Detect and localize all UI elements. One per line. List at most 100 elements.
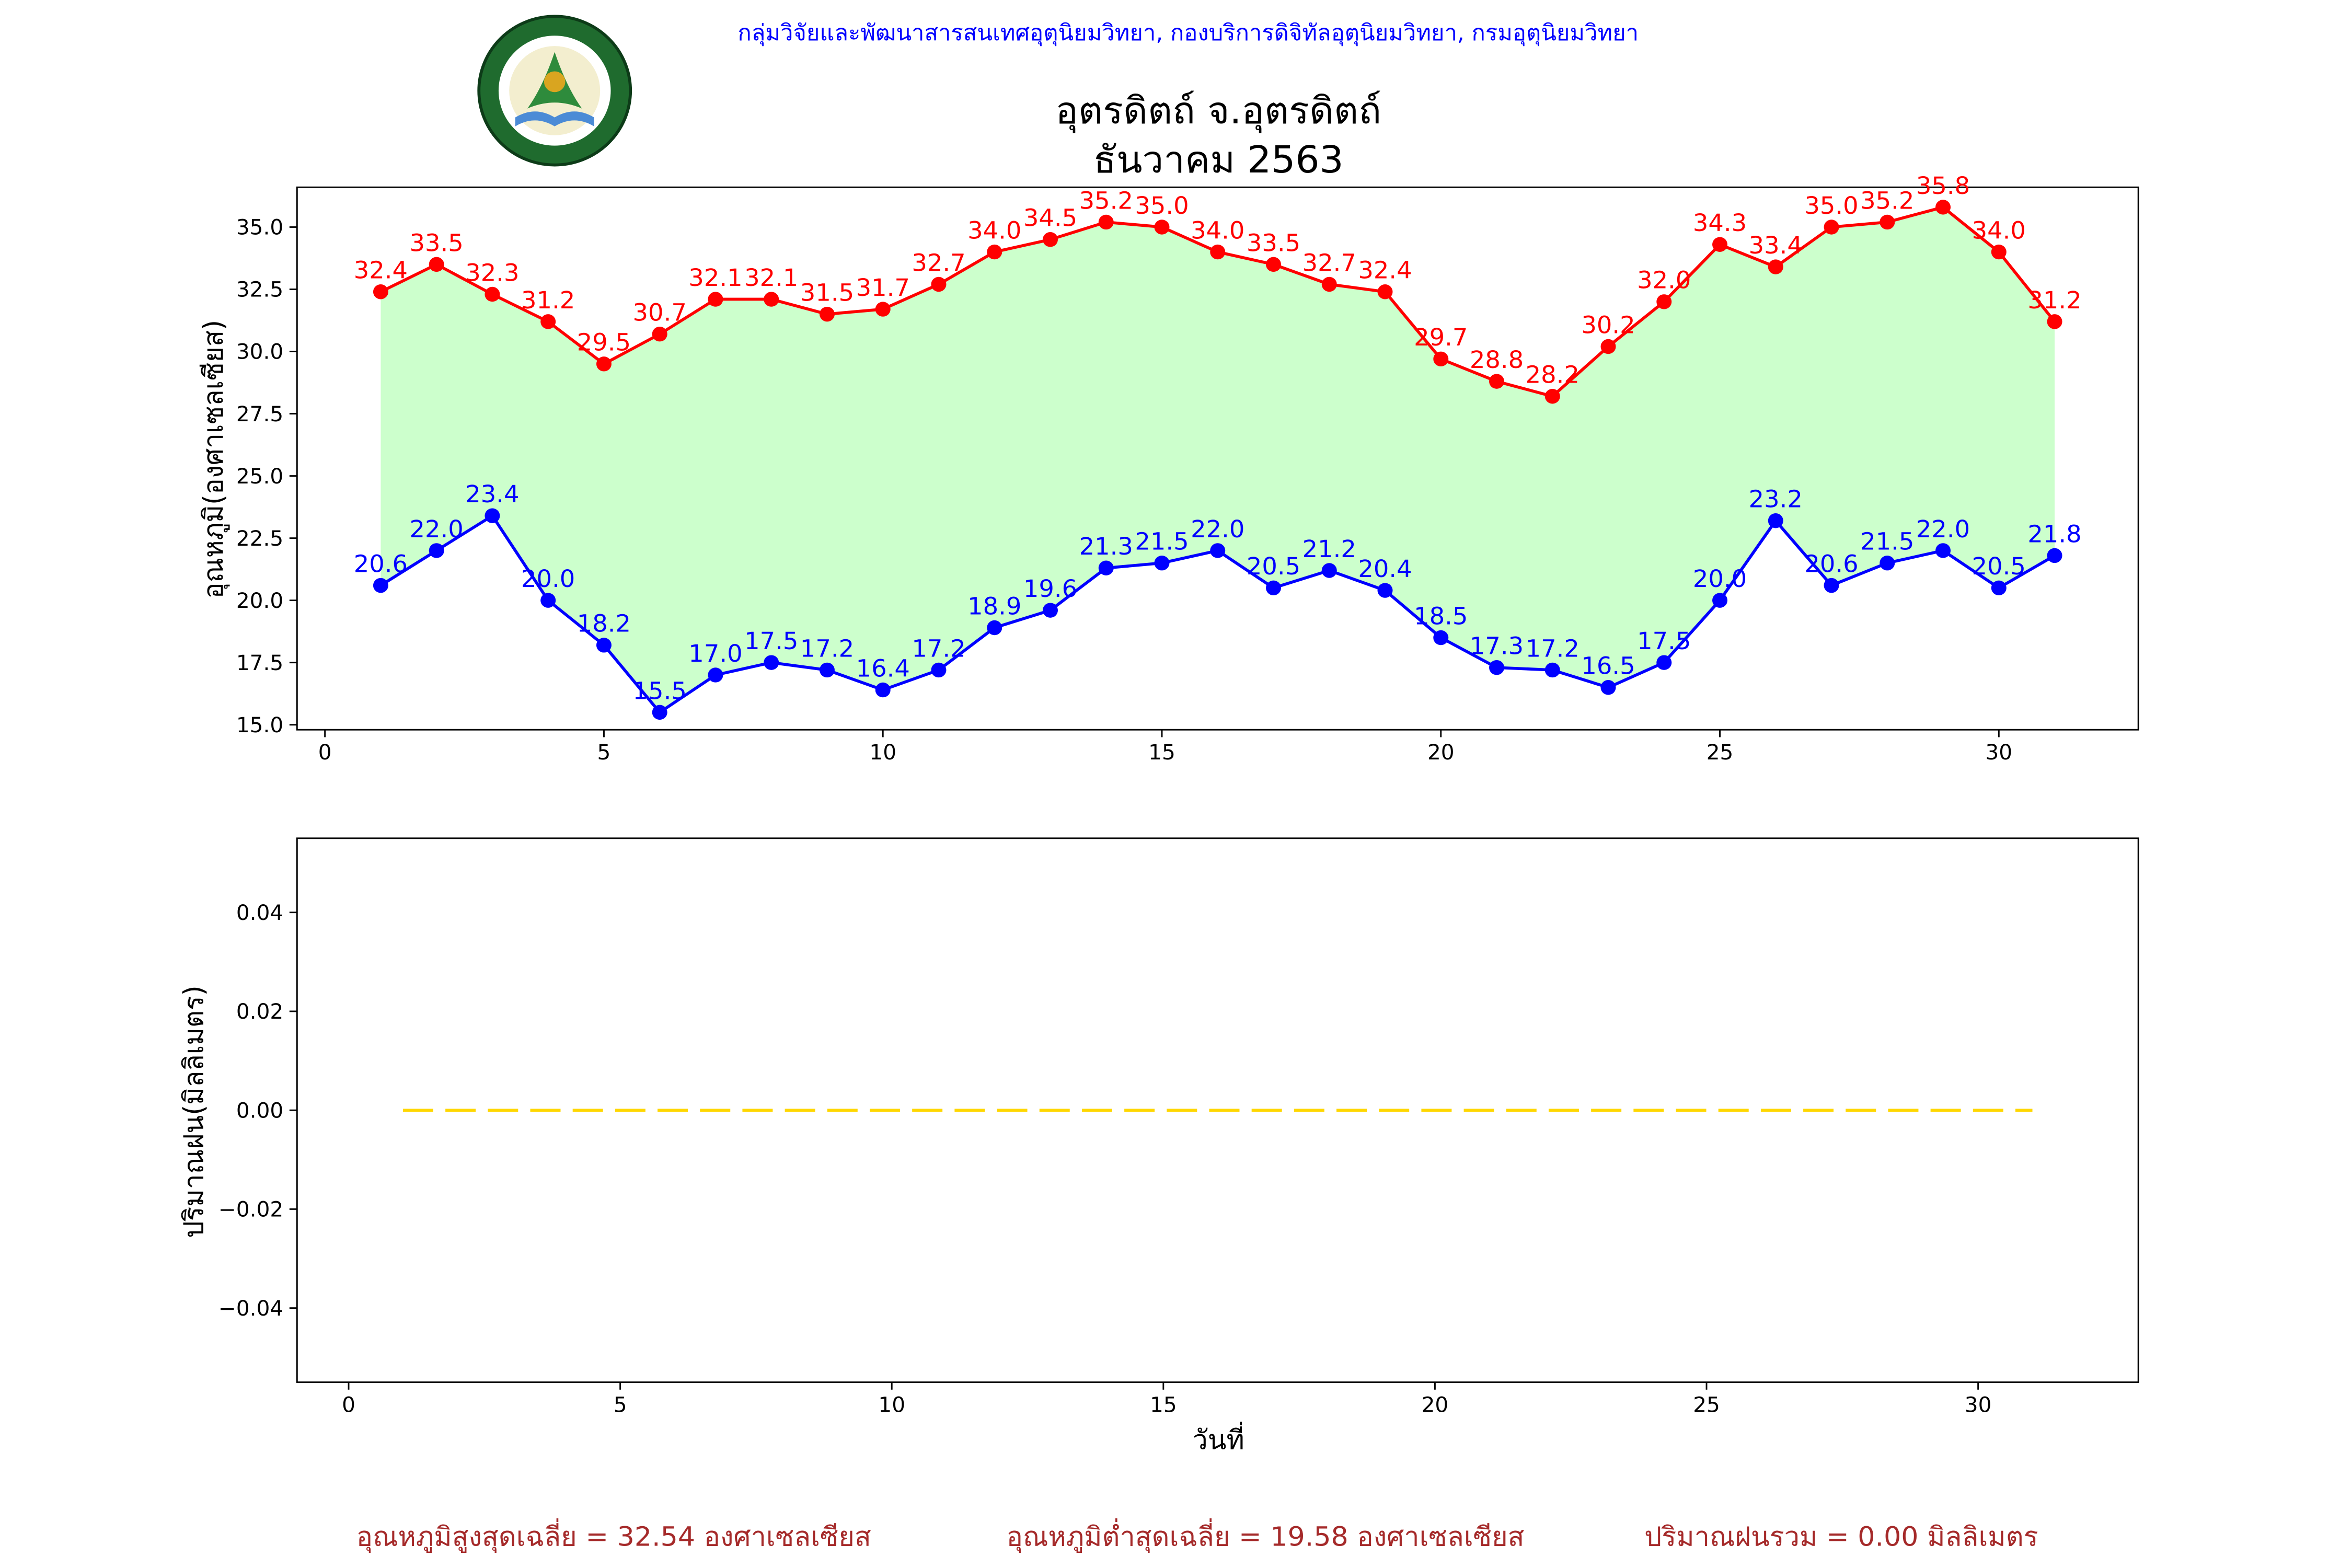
max-temperature-point xyxy=(1210,244,1226,260)
temperature-range-fill xyxy=(381,207,2055,712)
min-temperature-data-label: 21.5 xyxy=(1860,527,1914,555)
min-temperature-data-label: 21.5 xyxy=(1135,527,1189,555)
rainfall-x-tick-label: 10 xyxy=(878,1393,905,1417)
min-temperature-data-label: 17.5 xyxy=(1637,627,1691,654)
temperature-x-tick-label: 15 xyxy=(1148,741,1175,765)
min-temperature-data-label: 18.9 xyxy=(967,592,1021,620)
max-temperature-data-label: 35.2 xyxy=(1079,187,1133,214)
temperature-plot-frame xyxy=(296,186,2139,731)
min-temperature-data-label: 18.2 xyxy=(577,609,631,637)
min-temperature-point xyxy=(1154,555,1170,571)
min-temperature-data-label: 20.0 xyxy=(521,564,575,592)
min-temperature-point xyxy=(1210,543,1226,558)
max-temperature-point xyxy=(1321,276,1337,292)
min-temperature-point xyxy=(931,662,947,678)
rainfall-x-tick-label: 5 xyxy=(614,1393,627,1417)
min-temperature-data-label: 23.4 xyxy=(465,480,519,508)
max-temperature-point xyxy=(764,292,779,307)
min-temperature-point xyxy=(1600,680,1616,695)
min-temperature-data-label: 20.5 xyxy=(1972,552,2026,580)
min-temperature-point xyxy=(987,620,1002,636)
min-temperature-data-label: 15.5 xyxy=(633,677,687,705)
average-min-temperature: อุณหภูมิต่ำสุดเฉลี่ย = 19.58 องศาเซลเซีย… xyxy=(1007,1518,1525,1553)
temperature-y-tick-label: 17.5 xyxy=(236,651,283,675)
min-temperature-point xyxy=(1098,560,1114,575)
min-temperature-point xyxy=(708,667,723,683)
max-temperature-point xyxy=(1098,214,1114,230)
min-temperature-data-label: 20.6 xyxy=(354,550,408,578)
min-temperature-point xyxy=(1042,603,1058,618)
min-temperature-point xyxy=(485,508,500,523)
min-temperature-data-label: 17.0 xyxy=(688,639,742,667)
max-temperature-data-label: 34.3 xyxy=(1693,209,1747,237)
max-temperature-point xyxy=(1266,257,1281,272)
min-temperature-data-label: 16.5 xyxy=(1581,652,1635,679)
temperature-y-tick-label: 20.0 xyxy=(236,589,283,613)
rainfall-y-tick-label: 0.04 xyxy=(236,901,283,925)
max-temperature-data-label: 33.5 xyxy=(1247,229,1300,257)
max-temperature-point xyxy=(1433,351,1449,367)
max-temperature-data-label: 35.0 xyxy=(1135,191,1189,219)
rainfall-x-tick-label: 30 xyxy=(1965,1393,1992,1417)
min-temperature-data-label: 17.2 xyxy=(800,635,854,662)
temperature-x-tick-label: 20 xyxy=(1427,741,1455,765)
min-temperature-point xyxy=(429,543,444,558)
max-temperature-data-label: 28.2 xyxy=(1526,361,1579,388)
min-temperature-point xyxy=(764,655,779,670)
min-temperature-data-label: 16.4 xyxy=(856,654,910,682)
chart-title-line-2: ธันวาคม 2563 xyxy=(1093,138,1344,181)
temperature-y-tick-label: 15.0 xyxy=(236,713,283,737)
max-temperature-data-label: 31.7 xyxy=(856,273,910,301)
max-temperature-point xyxy=(429,257,444,272)
max-temperature-point xyxy=(540,314,556,329)
max-temperature-data-label: 34.0 xyxy=(967,216,1021,244)
temperature-y-tick-label: 25.0 xyxy=(236,465,283,489)
max-temperature-data-label: 35.0 xyxy=(1804,191,1858,219)
max-temperature-point xyxy=(1656,294,1672,309)
max-temperature-data-label: 32.4 xyxy=(354,256,408,284)
min-temperature-point xyxy=(1824,578,1839,593)
rainfall-y-tick-label: 0.02 xyxy=(236,1000,283,1024)
max-temperature-point xyxy=(1544,389,1560,404)
rainfall-x-tick-label: 25 xyxy=(1693,1393,1720,1417)
min-temperature-point xyxy=(1768,513,1783,528)
temperature-y-tick-label: 35.0 xyxy=(236,216,283,240)
min-temperature-data-label: 17.3 xyxy=(1470,632,1524,660)
rainfall-y-axis-label: ปริมาณฝน(มิลลิเมตร) xyxy=(178,985,210,1238)
min-temperature-point xyxy=(1880,555,1895,571)
min-temperature-data-label: 20.0 xyxy=(1693,564,1747,592)
max-temperature-data-label: 32.1 xyxy=(744,263,798,291)
max-temperature-point xyxy=(2047,314,2062,329)
max-temperature-data-label: 31.2 xyxy=(2027,286,2081,314)
max-temperature-data-label: 31.2 xyxy=(521,286,575,314)
temperature-y-tick-label: 27.5 xyxy=(236,402,283,426)
min-temperature-point xyxy=(1489,660,1505,675)
chart-title-line-1: อุตรดิตถ์ จ.อุตรดิตถ์ xyxy=(1055,89,1381,133)
max-temperature-data-label: 33.5 xyxy=(410,229,464,257)
max-temperature-data-label: 29.5 xyxy=(577,328,631,356)
min-temperature-point xyxy=(1935,543,1951,558)
min-temperature-point xyxy=(540,593,556,608)
max-temperature-point xyxy=(652,326,667,342)
min-temperature-point xyxy=(1266,580,1281,596)
max-temperature-point xyxy=(1991,244,2007,260)
max-temperature-data-label: 32.4 xyxy=(1358,256,1412,284)
min-temperature-data-label: 17.2 xyxy=(912,635,965,662)
max-temperature-point xyxy=(1600,339,1616,354)
max-temperature-point xyxy=(987,244,1002,260)
min-temperature-point xyxy=(596,638,612,653)
min-temperature-data-label: 21.3 xyxy=(1079,533,1133,560)
min-temperature-data-label: 20.5 xyxy=(1247,552,1300,580)
max-temperature-point xyxy=(1880,214,1895,230)
max-temperature-data-label: 32.7 xyxy=(912,249,965,276)
max-temperature-data-label: 30.2 xyxy=(1581,311,1635,339)
rainfall-axes-ticks: 0 5 10 15 20 25 30 −0.04 −0.02 0.00 0.02 0.04 xyxy=(218,901,1992,1417)
min-temperature-data-label: 20.4 xyxy=(1358,555,1412,582)
max-temperature-data-label: 35.2 xyxy=(1860,187,1914,214)
max-temperature-data-label: 34.5 xyxy=(1023,204,1077,232)
max-temperature-point xyxy=(485,286,500,302)
max-temperature-point xyxy=(708,292,723,307)
max-temperature-data-label: 28.8 xyxy=(1470,345,1524,373)
